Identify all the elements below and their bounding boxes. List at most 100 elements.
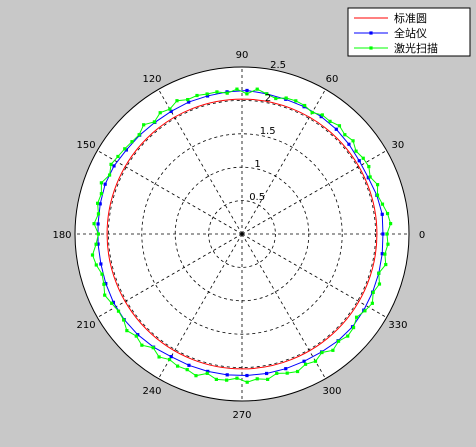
r-tick-label: 2 [265,93,271,104]
data-point-total-station [225,373,229,377]
r-tick-label: 2.5 [270,60,286,71]
data-point-laser-scan [377,271,381,275]
data-point-laser-scan [245,92,249,96]
legend-marker [369,31,373,35]
data-point-total-station [206,369,210,374]
angular-gridline [241,150,387,235]
data-point-laser-scan [370,301,374,305]
data-point-laser-scan [383,252,387,256]
data-point-total-station [302,359,306,363]
data-point-laser-scan [142,123,146,127]
legend-marker [369,46,373,50]
data-point-laser-scan [168,107,172,111]
data-point-laser-scan [336,339,341,343]
data-point-laser-scan [116,154,120,159]
data-point-laser-scan [337,124,342,128]
data-point-total-station [111,300,116,304]
data-point-laser-scan [351,139,355,143]
data-point-laser-scan [185,368,189,372]
data-point-laser-scan [95,201,100,205]
data-point-total-station [205,94,210,98]
data-point-laser-scan [175,99,179,103]
data-point-laser-scan [331,348,335,352]
data-point-total-station [124,148,128,152]
axis-labels: 0 30 60 90 120 150 180 210 240 270 300 330 0.5 1 1.5 2 2… [52,50,425,421]
data-point-laser-scan [116,309,121,313]
data-point-laser-scan [186,97,190,102]
theta-tick-label: 330 [388,320,407,331]
data-point-total-station [98,202,102,206]
data-point-laser-scan [94,263,98,267]
data-point-total-station [104,281,108,286]
data-point-laser-scan [313,359,318,363]
data-point-laser-scan [346,334,350,338]
theta-tick-label: 240 [142,386,161,397]
data-point-total-station [187,363,191,367]
data-point-laser-scan [384,262,388,267]
data-point-total-station [380,252,384,256]
angular-gridline [97,150,243,235]
data-point-laser-scan [195,93,199,98]
data-point-laser-scan [375,193,380,197]
data-point-total-station [96,242,100,246]
data-point-total-station [264,371,269,376]
data-point-laser-scan [385,211,390,216]
theta-tick-label: 90 [236,50,249,61]
data-point-laser-scan [175,364,180,368]
data-point-laser-scan [107,173,112,177]
angular-gridline [241,233,326,379]
data-point-laser-scan [274,96,278,101]
theta-tick-label: 210 [77,320,96,331]
data-point-laser-scan [123,147,127,151]
data-point-laser-scan [134,334,138,338]
data-point-total-station [319,114,323,119]
data-point-total-station [380,212,384,216]
data-point-total-station [96,222,100,226]
angular-gridline [97,233,243,318]
legend-label: 激光扫描 [394,41,438,55]
data-point-total-station [169,355,173,359]
angular-gridline [158,233,243,379]
r-tick-label: 1.5 [260,126,276,137]
data-point-total-station [334,127,338,131]
data-point-laser-scan [367,164,371,169]
data-point-laser-scan [303,103,307,108]
legend-label: 全站仪 [394,26,427,40]
data-point-laser-scan [130,140,134,144]
data-point-laser-scan [125,329,129,333]
angular-gridline [241,233,387,318]
data-point-laser-scan [205,371,209,375]
data-point-laser-scan [310,110,314,115]
data-point-laser-scan [225,91,229,95]
legend-label: 标准圆 [394,11,427,25]
data-point-laser-scan [255,377,259,381]
angular-gridline [158,89,243,235]
data-point-laser-scan [225,378,229,382]
data-point-laser-scan [158,111,162,115]
polar-outer-ring [74,66,410,402]
data-point-laser-scan [343,133,347,137]
data-point-laser-scan [266,377,270,381]
data-point-laser-scan [265,92,269,96]
data-point-laser-scan [371,290,375,295]
data-point-laser-scan [110,301,114,305]
data-point-total-station [357,159,361,163]
data-point-laser-scan [375,183,380,187]
data-point-laser-scan [294,99,298,103]
data-point-total-station [187,100,191,104]
data-point-laser-scan [328,119,332,123]
data-series [90,87,393,384]
data-point-total-station [245,373,249,378]
data-point-laser-scan [295,369,300,374]
data-point-laser-scan [385,232,389,236]
data-point-laser-scan [205,92,209,96]
data-point-laser-scan [94,242,98,246]
data-point-laser-scan [363,309,367,313]
data-point-laser-scan [96,212,101,216]
theta-tick-label: 270 [232,410,251,421]
data-point-laser-scan [361,156,365,160]
data-point-total-station [381,232,385,236]
data-point-laser-scan [284,96,288,100]
